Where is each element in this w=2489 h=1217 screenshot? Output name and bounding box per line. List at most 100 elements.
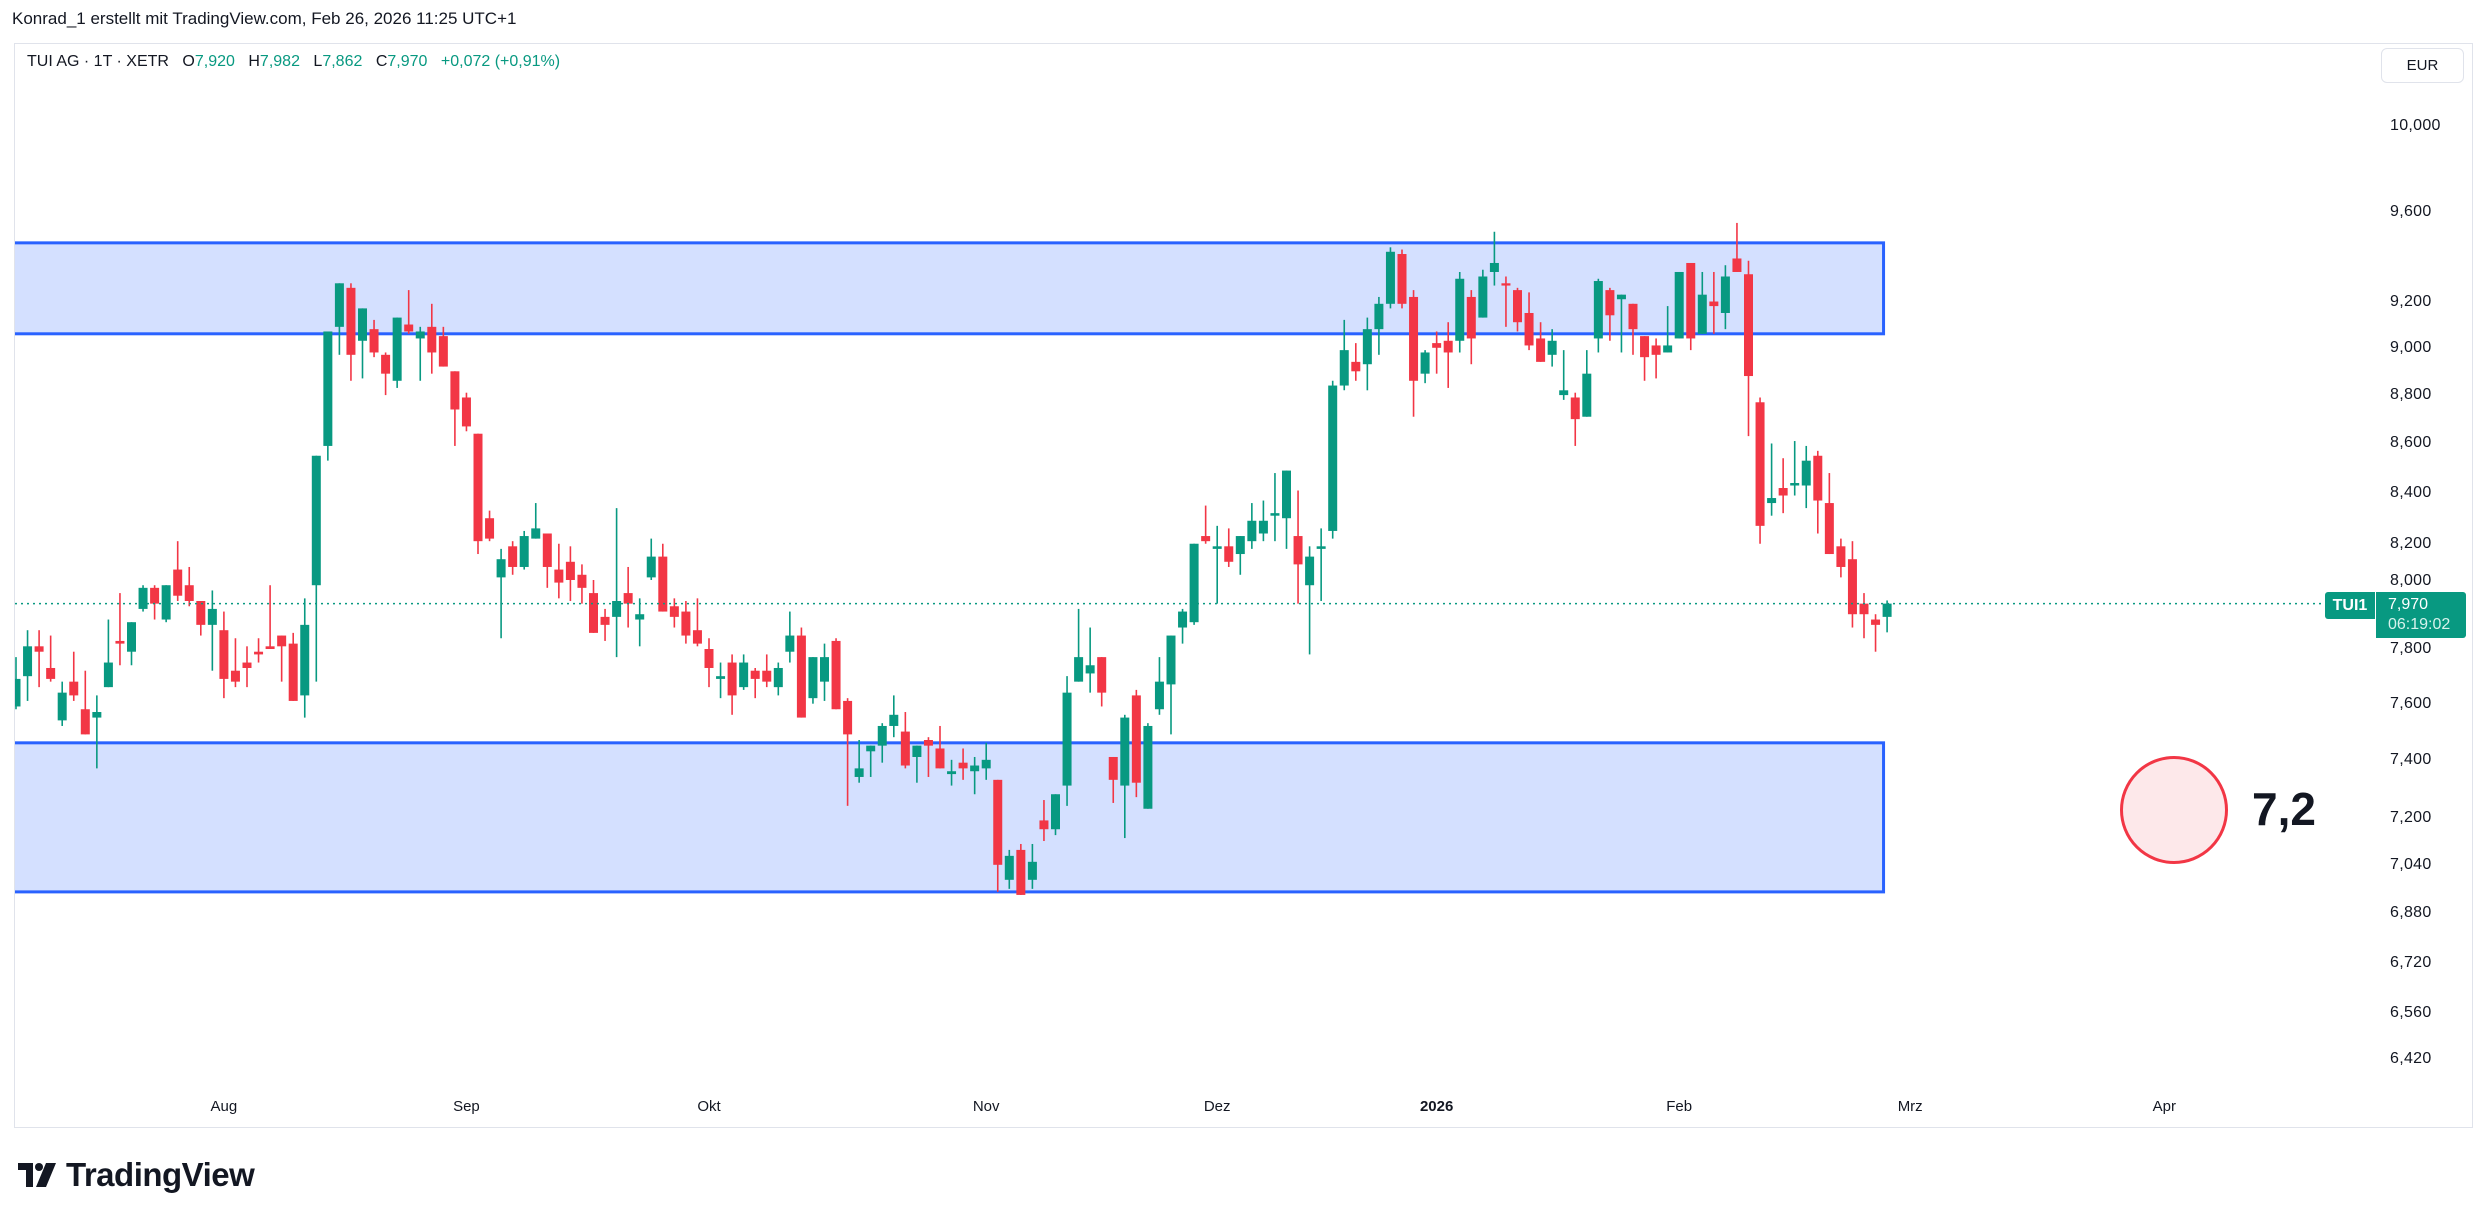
zones-layer bbox=[10, 241, 1886, 894]
price-tick-label: 8,800 bbox=[2390, 386, 2432, 404]
candle-body bbox=[831, 640, 841, 710]
candle bbox=[854, 740, 864, 783]
candle-body bbox=[1836, 546, 1846, 567]
price-tick-label: 9,600 bbox=[2390, 202, 2432, 220]
candle-body bbox=[1374, 303, 1384, 330]
candle bbox=[1085, 627, 1095, 693]
candle bbox=[300, 598, 310, 718]
candle-body bbox=[461, 397, 471, 427]
candle bbox=[69, 651, 79, 701]
time-tick-label: Aug bbox=[210, 1098, 238, 1115]
candle bbox=[1547, 329, 1557, 367]
candle-body bbox=[1166, 635, 1176, 685]
symbol-price-tag: TUI1 bbox=[2325, 592, 2375, 619]
candle-body bbox=[658, 556, 668, 612]
candle bbox=[1201, 505, 1211, 544]
candle bbox=[739, 654, 749, 690]
candle-body bbox=[288, 643, 298, 701]
candle bbox=[473, 433, 483, 555]
candle bbox=[1767, 443, 1777, 516]
candle bbox=[254, 638, 264, 663]
candle-body bbox=[23, 646, 33, 677]
candle-body bbox=[1663, 345, 1673, 353]
candle-body bbox=[1767, 498, 1777, 504]
candle bbox=[1212, 525, 1222, 604]
candle bbox=[485, 510, 495, 542]
candle bbox=[1004, 849, 1014, 889]
candle-body bbox=[1547, 340, 1557, 355]
candle-body bbox=[161, 585, 171, 620]
candle bbox=[970, 756, 980, 795]
candle-body bbox=[900, 731, 910, 766]
candle bbox=[1882, 600, 1892, 633]
candle bbox=[1339, 319, 1349, 391]
candle-body bbox=[265, 646, 275, 650]
candle bbox=[46, 635, 56, 682]
candle bbox=[219, 611, 229, 699]
candle bbox=[173, 541, 183, 601]
candle-body bbox=[1778, 488, 1788, 496]
candle-body bbox=[1362, 329, 1372, 365]
candle bbox=[196, 600, 206, 636]
candle bbox=[1570, 392, 1580, 446]
time-tick-label: Nov bbox=[972, 1098, 1000, 1115]
candle bbox=[1385, 247, 1395, 309]
candle-body bbox=[854, 768, 864, 777]
candle-body bbox=[1432, 343, 1442, 348]
candle-body bbox=[843, 700, 853, 735]
candle-body bbox=[427, 326, 437, 353]
candle bbox=[438, 326, 448, 367]
candle bbox=[1154, 657, 1164, 715]
price-tick-label: 9,200 bbox=[2390, 292, 2432, 310]
chart-frame bbox=[14, 43, 2473, 1128]
candle bbox=[1640, 336, 1650, 381]
candle-body bbox=[1720, 276, 1730, 313]
resistance-zone[interactable] bbox=[10, 241, 1886, 336]
candle-body bbox=[473, 433, 483, 542]
candle bbox=[1847, 541, 1857, 628]
candle-body bbox=[1189, 543, 1199, 623]
candle-body bbox=[1674, 271, 1684, 339]
candle-body bbox=[600, 616, 610, 625]
price-note-text[interactable]: 7,2 bbox=[2252, 783, 2316, 835]
candle bbox=[1039, 800, 1049, 842]
candle-body bbox=[1385, 251, 1395, 304]
candle bbox=[1489, 231, 1499, 286]
candle-body bbox=[762, 670, 772, 682]
candle bbox=[34, 630, 44, 688]
price-tick-label: 7,400 bbox=[2390, 750, 2432, 768]
close-value: 7,970 bbox=[387, 53, 428, 70]
candle bbox=[277, 635, 287, 682]
support-zone[interactable] bbox=[10, 741, 1886, 894]
candle bbox=[716, 662, 726, 699]
circle-drawing[interactable] bbox=[2120, 756, 2228, 864]
candle bbox=[1524, 292, 1534, 351]
candle-body bbox=[1443, 340, 1453, 353]
candle bbox=[288, 632, 298, 701]
candle bbox=[230, 638, 240, 688]
candle bbox=[311, 455, 321, 682]
candle bbox=[692, 598, 702, 647]
tradingview-logo[interactable]: TradingView bbox=[18, 1156, 255, 1194]
candle-body bbox=[1582, 373, 1592, 417]
candle bbox=[1501, 276, 1511, 327]
change-value: +0,072 (+0,91%) bbox=[440, 53, 561, 70]
candle bbox=[369, 319, 379, 358]
time-tick-label: 2026 bbox=[1419, 1098, 1454, 1115]
candle-body bbox=[1235, 536, 1245, 555]
price-tick-label: 7,040 bbox=[2390, 855, 2432, 873]
candle-body bbox=[358, 308, 367, 341]
currency-button[interactable]: EUR bbox=[2381, 48, 2464, 83]
candle-body bbox=[866, 745, 876, 752]
candle-body bbox=[1489, 262, 1499, 272]
symbol-info[interactable]: TUI AG · 1T · XETR bbox=[27, 53, 169, 70]
candle-body bbox=[1593, 281, 1603, 339]
candle bbox=[23, 630, 33, 701]
candle-body bbox=[1282, 470, 1291, 519]
candle-body bbox=[1016, 849, 1026, 895]
candle-body bbox=[1466, 296, 1476, 339]
candle-body bbox=[1293, 536, 1303, 565]
candle bbox=[1709, 271, 1719, 334]
candle-body bbox=[1616, 294, 1626, 300]
